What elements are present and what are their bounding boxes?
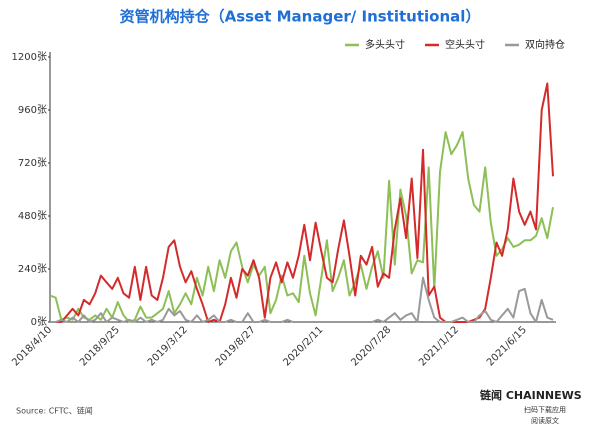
x-tick-label: 2018/4/10	[10, 324, 54, 368]
brand: 链闻 CHAINNEWS	[480, 388, 582, 402]
x-tick-label: 2021/1/12	[417, 324, 461, 368]
series-line	[49, 131, 554, 323]
legend-label: 双向持仓	[525, 38, 565, 51]
chart-title: 资管机构持仓（Asset Manager/ Institutional）	[120, 8, 481, 26]
source: Source: CFTC、链闻	[16, 406, 93, 416]
y-tick-label: 240张	[18, 263, 47, 275]
x-tick-label: 2019/8/27	[214, 324, 258, 368]
y-tick-label: 480张	[18, 210, 47, 222]
y-tick-label: 1200张	[12, 51, 47, 63]
y-tick-label: 960张	[18, 104, 47, 116]
x-tick-label: 2018/9/25	[78, 324, 122, 368]
y-tick-label: 720张	[18, 157, 47, 169]
brand-sub: 扫码下载应用	[524, 405, 566, 414]
x-tick-label: 2020/7/28	[349, 324, 393, 368]
x-tick-label: 2021/6/15	[485, 324, 529, 368]
legend-label: 空头头寸	[445, 38, 485, 51]
x-tick-label: 2020/2/11	[281, 324, 325, 368]
x-tick-label: 2019/3/12	[146, 324, 190, 368]
y-tick-label: 0张	[31, 316, 47, 328]
legend-label: 多头头寸	[365, 38, 405, 51]
brand-sub: 阅读原文	[531, 416, 559, 425]
series-line	[50, 276, 554, 323]
